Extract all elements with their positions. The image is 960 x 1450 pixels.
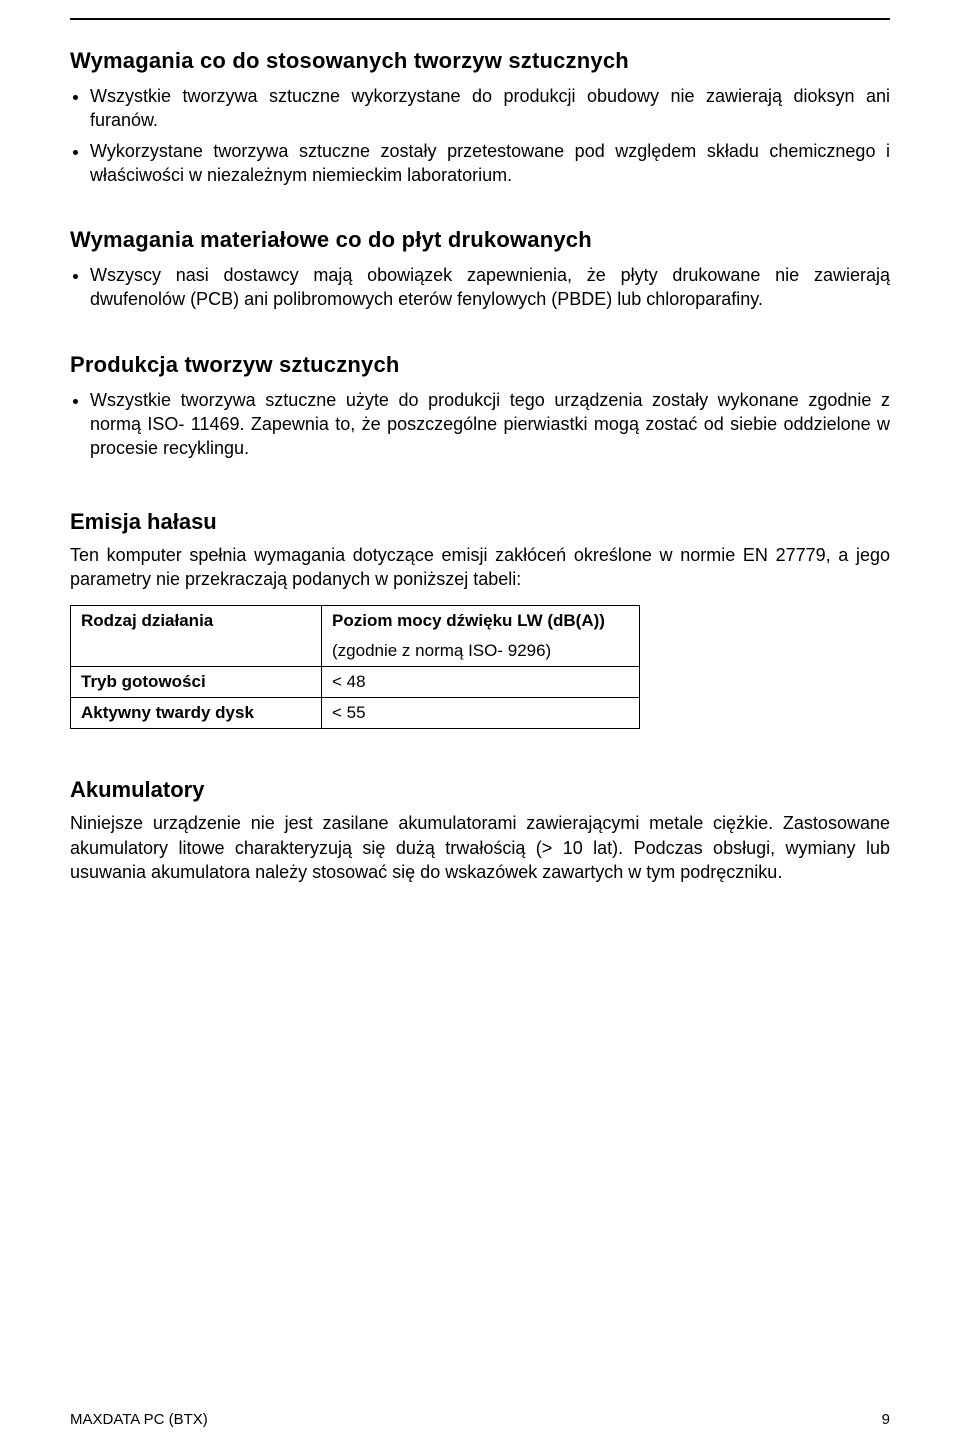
heading-pcb-requirements: Wymagania materiałowe co do płyt drukowa… — [70, 227, 890, 253]
section-plastics-production: Produkcja tworzyw sztucznych Wszystkie t… — [70, 352, 890, 461]
heading-batteries: Akumulatory — [70, 777, 890, 803]
table-header-col2-sub: (zgodnie z normą ISO- 9296) — [322, 636, 640, 667]
table-row: Rodzaj działania Poziom mocy dźwięku LW … — [71, 606, 640, 637]
body-text: Niniejsze urządzenie nie jest zasilane a… — [70, 811, 890, 884]
list-item: Wszyscy nasi dostawcy mają obowiązek zap… — [90, 263, 890, 312]
top-rule — [70, 18, 890, 20]
bullet-list: Wszystkie tworzywa sztuczne wykorzystane… — [70, 84, 890, 187]
footer-page-number: 9 — [882, 1411, 890, 1428]
document-page: Wymagania co do stosowanych tworzyw sztu… — [0, 18, 960, 1450]
body-text: Ten komputer spełnia wymagania dotyczące… — [70, 543, 890, 592]
table-cell-empty — [71, 636, 322, 667]
section-pcb-requirements: Wymagania materiałowe co do płyt drukowa… — [70, 227, 890, 312]
table-row: Tryb gotowości < 48 — [71, 667, 640, 698]
table-cell: < 48 — [322, 667, 640, 698]
footer-left: MAXDATA PC (BTX) — [70, 1411, 208, 1428]
table-cell: Tryb gotowości — [71, 667, 322, 698]
heading-plastics-requirements: Wymagania co do stosowanych tworzyw sztu… — [70, 48, 890, 74]
list-item: Wykorzystane tworzywa sztuczne zostały p… — [90, 139, 890, 188]
section-batteries: Akumulatory Niniejsze urządzenie nie jes… — [70, 777, 890, 884]
list-item: Wszystkie tworzywa sztuczne wykorzystane… — [90, 84, 890, 133]
section-plastics-requirements: Wymagania co do stosowanych tworzyw sztu… — [70, 48, 890, 187]
table-cell: Aktywny twardy dysk — [71, 698, 322, 729]
table-cell: < 55 — [322, 698, 640, 729]
bullet-list: Wszyscy nasi dostawcy mają obowiązek zap… — [70, 263, 890, 312]
page-footer: MAXDATA PC (BTX) 9 — [70, 1411, 890, 1428]
noise-table: Rodzaj działania Poziom mocy dźwięku LW … — [70, 605, 640, 729]
table-row: (zgodnie z normą ISO- 9296) — [71, 636, 640, 667]
table-header-col1: Rodzaj działania — [71, 606, 322, 637]
heading-noise-emission: Emisja hałasu — [70, 509, 890, 535]
heading-plastics-production: Produkcja tworzyw sztucznych — [70, 352, 890, 378]
section-noise-emission: Emisja hałasu Ten komputer spełnia wymag… — [70, 509, 890, 730]
table-header-col2: Poziom mocy dźwięku LW (dB(A)) — [322, 606, 640, 637]
list-item: Wszystkie tworzywa sztuczne użyte do pro… — [90, 388, 890, 461]
table-row: Aktywny twardy dysk < 55 — [71, 698, 640, 729]
bullet-list: Wszystkie tworzywa sztuczne użyte do pro… — [70, 388, 890, 461]
